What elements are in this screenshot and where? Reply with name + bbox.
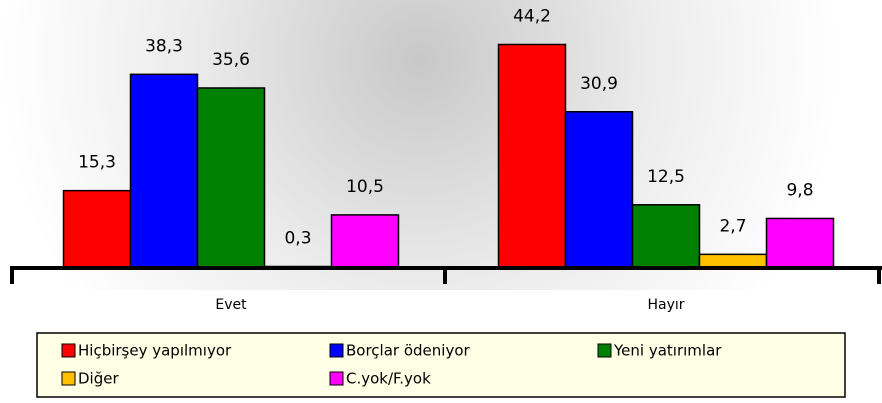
legend-box (36, 332, 846, 398)
bar (564, 111, 634, 269)
bar (330, 214, 400, 269)
bar (129, 73, 199, 269)
value-label: 9,8 (786, 180, 813, 200)
value-label: 2,7 (719, 216, 746, 236)
bar (631, 204, 701, 269)
value-label: 35,6 (212, 50, 250, 70)
x-tick-label: Evet (215, 297, 247, 313)
bar (196, 87, 266, 269)
bar (698, 253, 768, 269)
legend-swatch (597, 343, 612, 358)
value-label: 15,3 (78, 153, 116, 173)
value-label: 0,3 (284, 228, 311, 248)
value-label: 12,5 (647, 167, 685, 187)
value-label: 44,2 (513, 6, 551, 26)
value-label: 30,9 (580, 74, 618, 94)
legend-swatch (329, 343, 344, 358)
bar (62, 189, 132, 269)
bar (765, 217, 835, 269)
legend-swatch (61, 371, 76, 386)
legend-label: Borçlar ödeniyor (346, 342, 471, 360)
value-label: 38,3 (145, 36, 183, 56)
legend-label: Yeni yatırımlar (613, 342, 722, 360)
legend-swatch (329, 371, 344, 386)
value-label: 10,5 (346, 177, 384, 197)
legend-label: Diğer (78, 370, 119, 388)
legend-label: C.yok/F.yok (346, 370, 431, 388)
legend-label: Hiçbirşey yapılmıyor (78, 342, 232, 360)
x-tick-label: Hayır (647, 297, 684, 313)
legend-swatch (61, 343, 76, 358)
bar (497, 43, 567, 269)
